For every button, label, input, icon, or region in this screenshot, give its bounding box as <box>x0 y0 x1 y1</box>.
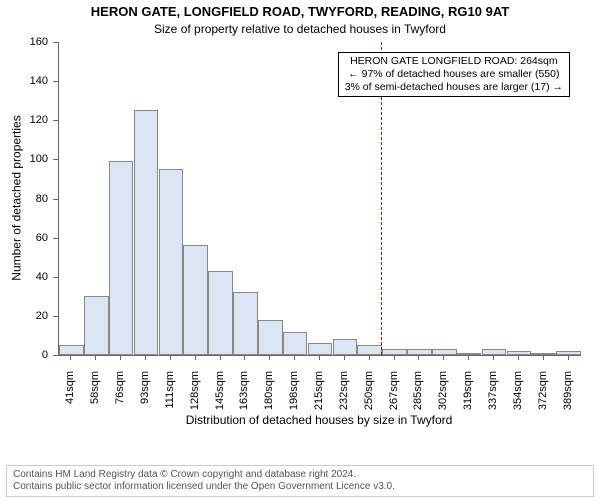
y-tick-label: 100 <box>0 153 48 165</box>
y-tick-mark <box>53 277 58 278</box>
histogram-bar <box>283 332 308 355</box>
histogram-bar <box>258 320 283 355</box>
chart-subtitle: Size of property relative to detached ho… <box>0 22 600 36</box>
annotation-line-1: HERON GATE LONGFIELD ROAD: 264sqm <box>345 55 563 68</box>
x-tick-label: 302sqm <box>437 371 449 421</box>
footer-line-1: Contains HM Land Registry data © Crown c… <box>13 469 587 481</box>
histogram-bar <box>333 339 358 355</box>
x-tick-label: 41sqm <box>64 371 76 421</box>
y-tick-mark <box>53 81 58 82</box>
histogram-bar <box>159 169 184 355</box>
x-tick-mark <box>294 355 295 360</box>
histogram-bar <box>233 292 258 355</box>
y-tick-mark <box>53 42 58 43</box>
x-tick-label: 285sqm <box>412 371 424 421</box>
x-tick-label: 198sqm <box>288 371 300 421</box>
y-tick-label: 0 <box>0 349 48 361</box>
x-tick-mark <box>568 355 569 360</box>
x-tick-mark <box>418 355 419 360</box>
histogram-bar <box>208 271 233 355</box>
x-tick-label: 163sqm <box>238 371 250 421</box>
y-tick-mark <box>53 238 58 239</box>
y-tick-label: 120 <box>0 114 48 126</box>
x-tick-label: 232sqm <box>338 371 350 421</box>
x-tick-label: 76sqm <box>114 371 126 421</box>
annotation-line-2: ← 97% of detached houses are smaller (55… <box>345 68 563 81</box>
x-tick-mark <box>518 355 519 360</box>
x-tick-mark <box>269 355 270 360</box>
y-tick-mark <box>53 159 58 160</box>
x-tick-label: 354sqm <box>512 371 524 421</box>
histogram-bar <box>109 161 134 355</box>
x-tick-mark <box>120 355 121 360</box>
x-tick-label: 319sqm <box>462 371 474 421</box>
x-tick-label: 389sqm <box>562 371 574 421</box>
chart-container: HERON GATE, LONGFIELD ROAD, TWYFORD, REA… <box>0 0 600 500</box>
x-tick-mark <box>195 355 196 360</box>
x-tick-mark <box>319 355 320 360</box>
histogram-bar <box>556 351 581 355</box>
x-tick-label: 145sqm <box>214 371 226 421</box>
x-tick-mark <box>468 355 469 360</box>
histogram-bar <box>308 343 333 355</box>
y-tick-label: 140 <box>0 75 48 87</box>
y-tick-label: 40 <box>0 271 48 283</box>
x-tick-mark <box>170 355 171 360</box>
histogram-bar <box>507 351 532 355</box>
y-tick-mark <box>53 199 58 200</box>
footer-line-2: Contains public sector information licen… <box>13 481 587 493</box>
x-tick-mark <box>70 355 71 360</box>
x-tick-label: 93sqm <box>139 371 151 421</box>
x-tick-label: 337sqm <box>487 371 499 421</box>
x-tick-label: 250sqm <box>363 371 375 421</box>
histogram-bar <box>183 245 208 355</box>
x-tick-mark <box>369 355 370 360</box>
histogram-bar <box>357 345 382 355</box>
annotation-line-3: 3% of semi-detached houses are larger (1… <box>345 81 563 94</box>
x-tick-label: 372sqm <box>537 371 549 421</box>
y-tick-label: 160 <box>0 36 48 48</box>
histogram-bar <box>134 110 159 355</box>
footer-attribution: Contains HM Land Registry data © Crown c… <box>6 465 594 497</box>
x-tick-mark <box>220 355 221 360</box>
histogram-bar <box>59 345 84 355</box>
x-tick-label: 58sqm <box>89 371 101 421</box>
y-tick-label: 60 <box>0 232 48 244</box>
x-tick-mark <box>543 355 544 360</box>
y-tick-mark <box>53 316 58 317</box>
y-tick-label: 20 <box>0 310 48 322</box>
chart-title: HERON GATE, LONGFIELD ROAD, TWYFORD, REA… <box>0 4 600 19</box>
x-tick-label: 128sqm <box>189 371 201 421</box>
y-tick-mark <box>53 355 58 356</box>
x-tick-mark <box>394 355 395 360</box>
histogram-bar <box>382 349 407 355</box>
x-tick-mark <box>95 355 96 360</box>
x-tick-mark <box>344 355 345 360</box>
x-tick-label: 111sqm <box>164 371 176 421</box>
y-tick-mark <box>53 120 58 121</box>
x-tick-mark <box>244 355 245 360</box>
y-tick-label: 80 <box>0 193 48 205</box>
histogram-bar <box>84 296 109 355</box>
x-tick-label: 180sqm <box>263 371 275 421</box>
x-tick-label: 267sqm <box>388 371 400 421</box>
histogram-bar <box>531 353 556 355</box>
x-tick-label: 215sqm <box>313 371 325 421</box>
annotation-box: HERON GATE LONGFIELD ROAD: 264sqm← 97% o… <box>338 52 570 97</box>
x-tick-mark <box>443 355 444 360</box>
x-tick-mark <box>145 355 146 360</box>
x-tick-mark <box>493 355 494 360</box>
